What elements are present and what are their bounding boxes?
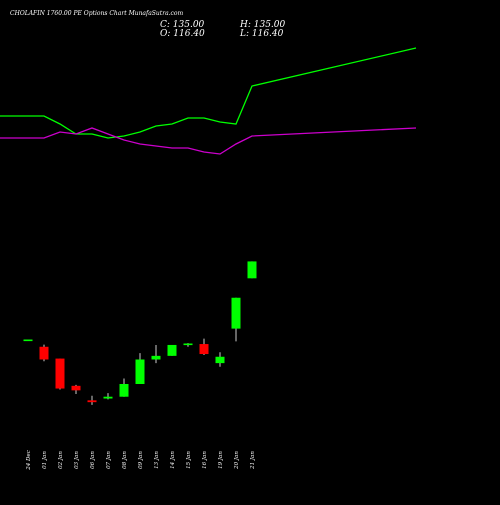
open-value: O: 116.40 (160, 29, 205, 39)
candle (39, 344, 49, 362)
candle-body (215, 356, 225, 364)
candle-body (39, 346, 49, 360)
candle-body (247, 261, 257, 279)
candle (183, 343, 193, 347)
candle (151, 344, 161, 364)
candle-body (231, 297, 241, 329)
x-tick-label: 02 Jan (58, 451, 64, 469)
candle (71, 384, 81, 394)
candle (215, 352, 225, 367)
x-tick-label: 21 Jan (250, 451, 256, 470)
candle (231, 297, 241, 342)
candle (119, 378, 129, 397)
chart-title: CHOLAFIN 1760.00 PE Options Chart Munafa… (10, 10, 184, 17)
high-value: H: 135.00 (239, 20, 286, 30)
candle (87, 395, 97, 405)
candle-body (135, 359, 145, 384)
low-value: L: 116.40 (239, 29, 284, 39)
x-tick-label: 14 Jan (170, 451, 176, 469)
x-tick-label: 13 Jan (154, 451, 160, 469)
x-tick-label: 16 Jan (202, 451, 208, 469)
x-tick-label: 06 Jan (90, 451, 96, 469)
candle (167, 344, 177, 356)
magenta-line (0, 127, 417, 155)
x-tick-label: 08 Jan (122, 451, 128, 469)
close-value: C: 135.00 (160, 20, 205, 30)
x-tick-label: 15 Jan (186, 451, 192, 469)
candle-body (71, 385, 81, 391)
candle-body (199, 344, 209, 355)
x-tick-label: 20 Jan (234, 451, 240, 470)
candle-body (55, 358, 65, 389)
x-axis-ticks: 24 Dec 01 Jan 02 Jan 03 Jan 06 Jan 07 Jan 08 J… (26, 450, 256, 471)
candle (135, 353, 145, 384)
candle-body (151, 355, 161, 360)
candle-body (119, 384, 129, 397)
candle-body (103, 396, 113, 399)
candle (55, 358, 65, 390)
candle (23, 339, 33, 342)
green-line (0, 47, 417, 139)
candle-body (87, 400, 97, 403)
x-tick-label: 01 Jan (42, 451, 48, 469)
x-tick-label: 24 Dec (26, 450, 32, 471)
indicator-lines (0, 47, 417, 155)
candles (23, 261, 257, 405)
candle (103, 393, 113, 400)
candle-body (167, 344, 177, 356)
candle-body (23, 339, 33, 342)
candle-body (183, 343, 193, 346)
candle (199, 338, 209, 355)
x-tick-label: 03 Jan (74, 451, 80, 469)
candle (247, 261, 257, 279)
x-tick-label: 07 Jan (106, 451, 112, 469)
x-tick-label: 19 Jan (218, 451, 224, 469)
x-tick-label: 09 Jan (138, 451, 144, 469)
